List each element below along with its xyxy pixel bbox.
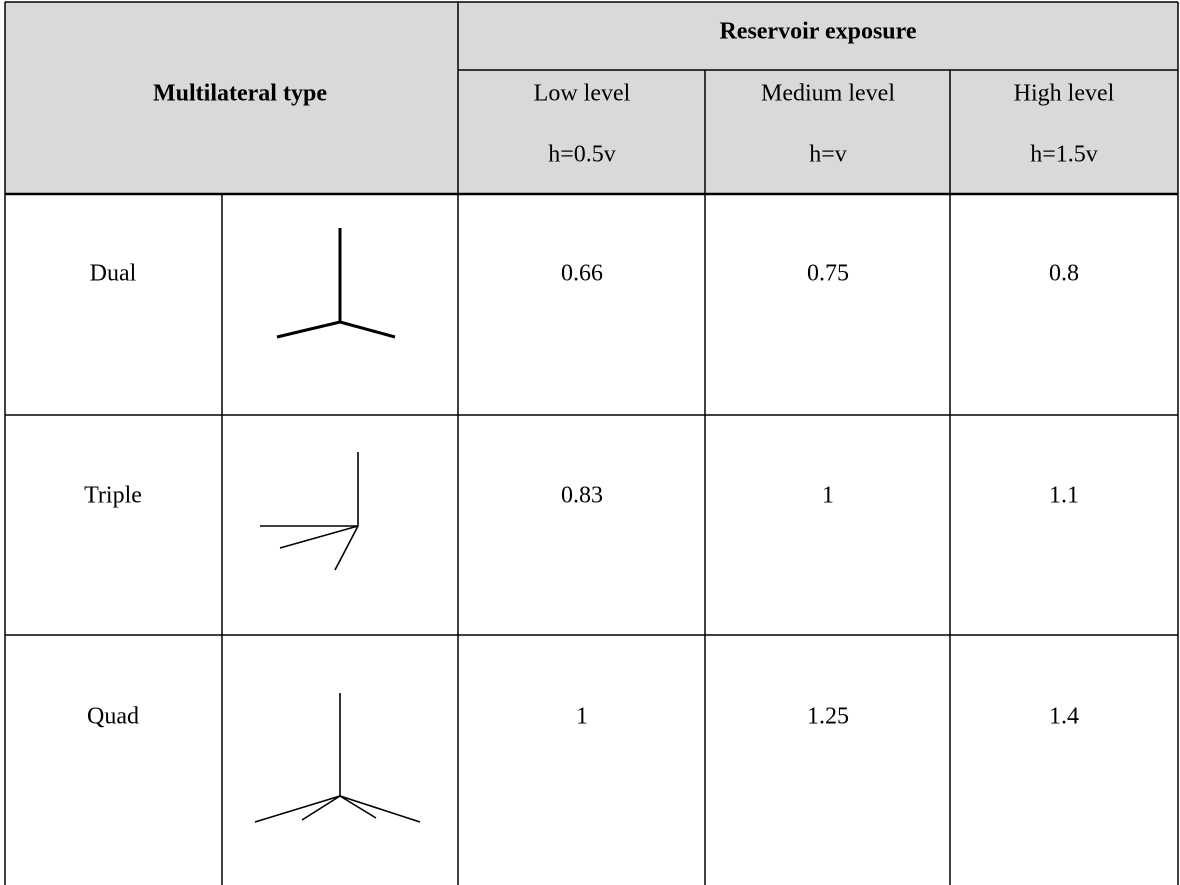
column-level: Medium level bbox=[761, 81, 895, 107]
cell-value: 1.4 bbox=[1049, 704, 1079, 730]
column-ratio: h=1.5v bbox=[1030, 142, 1098, 168]
row-name: Triple bbox=[84, 483, 142, 509]
dual-icon bbox=[277, 228, 395, 337]
cell-value: 0.66 bbox=[561, 261, 603, 287]
column-ratio: h=0.5v bbox=[548, 142, 616, 168]
cell-value: 1 bbox=[576, 704, 588, 730]
cell-value: 0.83 bbox=[561, 483, 603, 509]
quad-icon bbox=[255, 693, 420, 822]
table: Multilateral type Reservoir exposure Low… bbox=[0, 0, 1180, 885]
cell-value: 1.25 bbox=[807, 704, 849, 730]
cell-value: 1 bbox=[822, 483, 834, 509]
cell-value: 0.75 bbox=[807, 261, 849, 287]
row-name: Dual bbox=[90, 261, 137, 287]
row-name: Quad bbox=[87, 704, 139, 730]
column-group: Reservoir exposure bbox=[719, 19, 916, 45]
cell-value: 1.1 bbox=[1049, 483, 1079, 509]
row-header: Multilateral type bbox=[153, 81, 327, 107]
column-level: Low level bbox=[534, 81, 631, 107]
cell-value: 0.8 bbox=[1049, 261, 1079, 287]
triple-icon bbox=[260, 452, 358, 570]
column-ratio: h=v bbox=[809, 142, 847, 168]
column-level: High level bbox=[1014, 81, 1115, 107]
